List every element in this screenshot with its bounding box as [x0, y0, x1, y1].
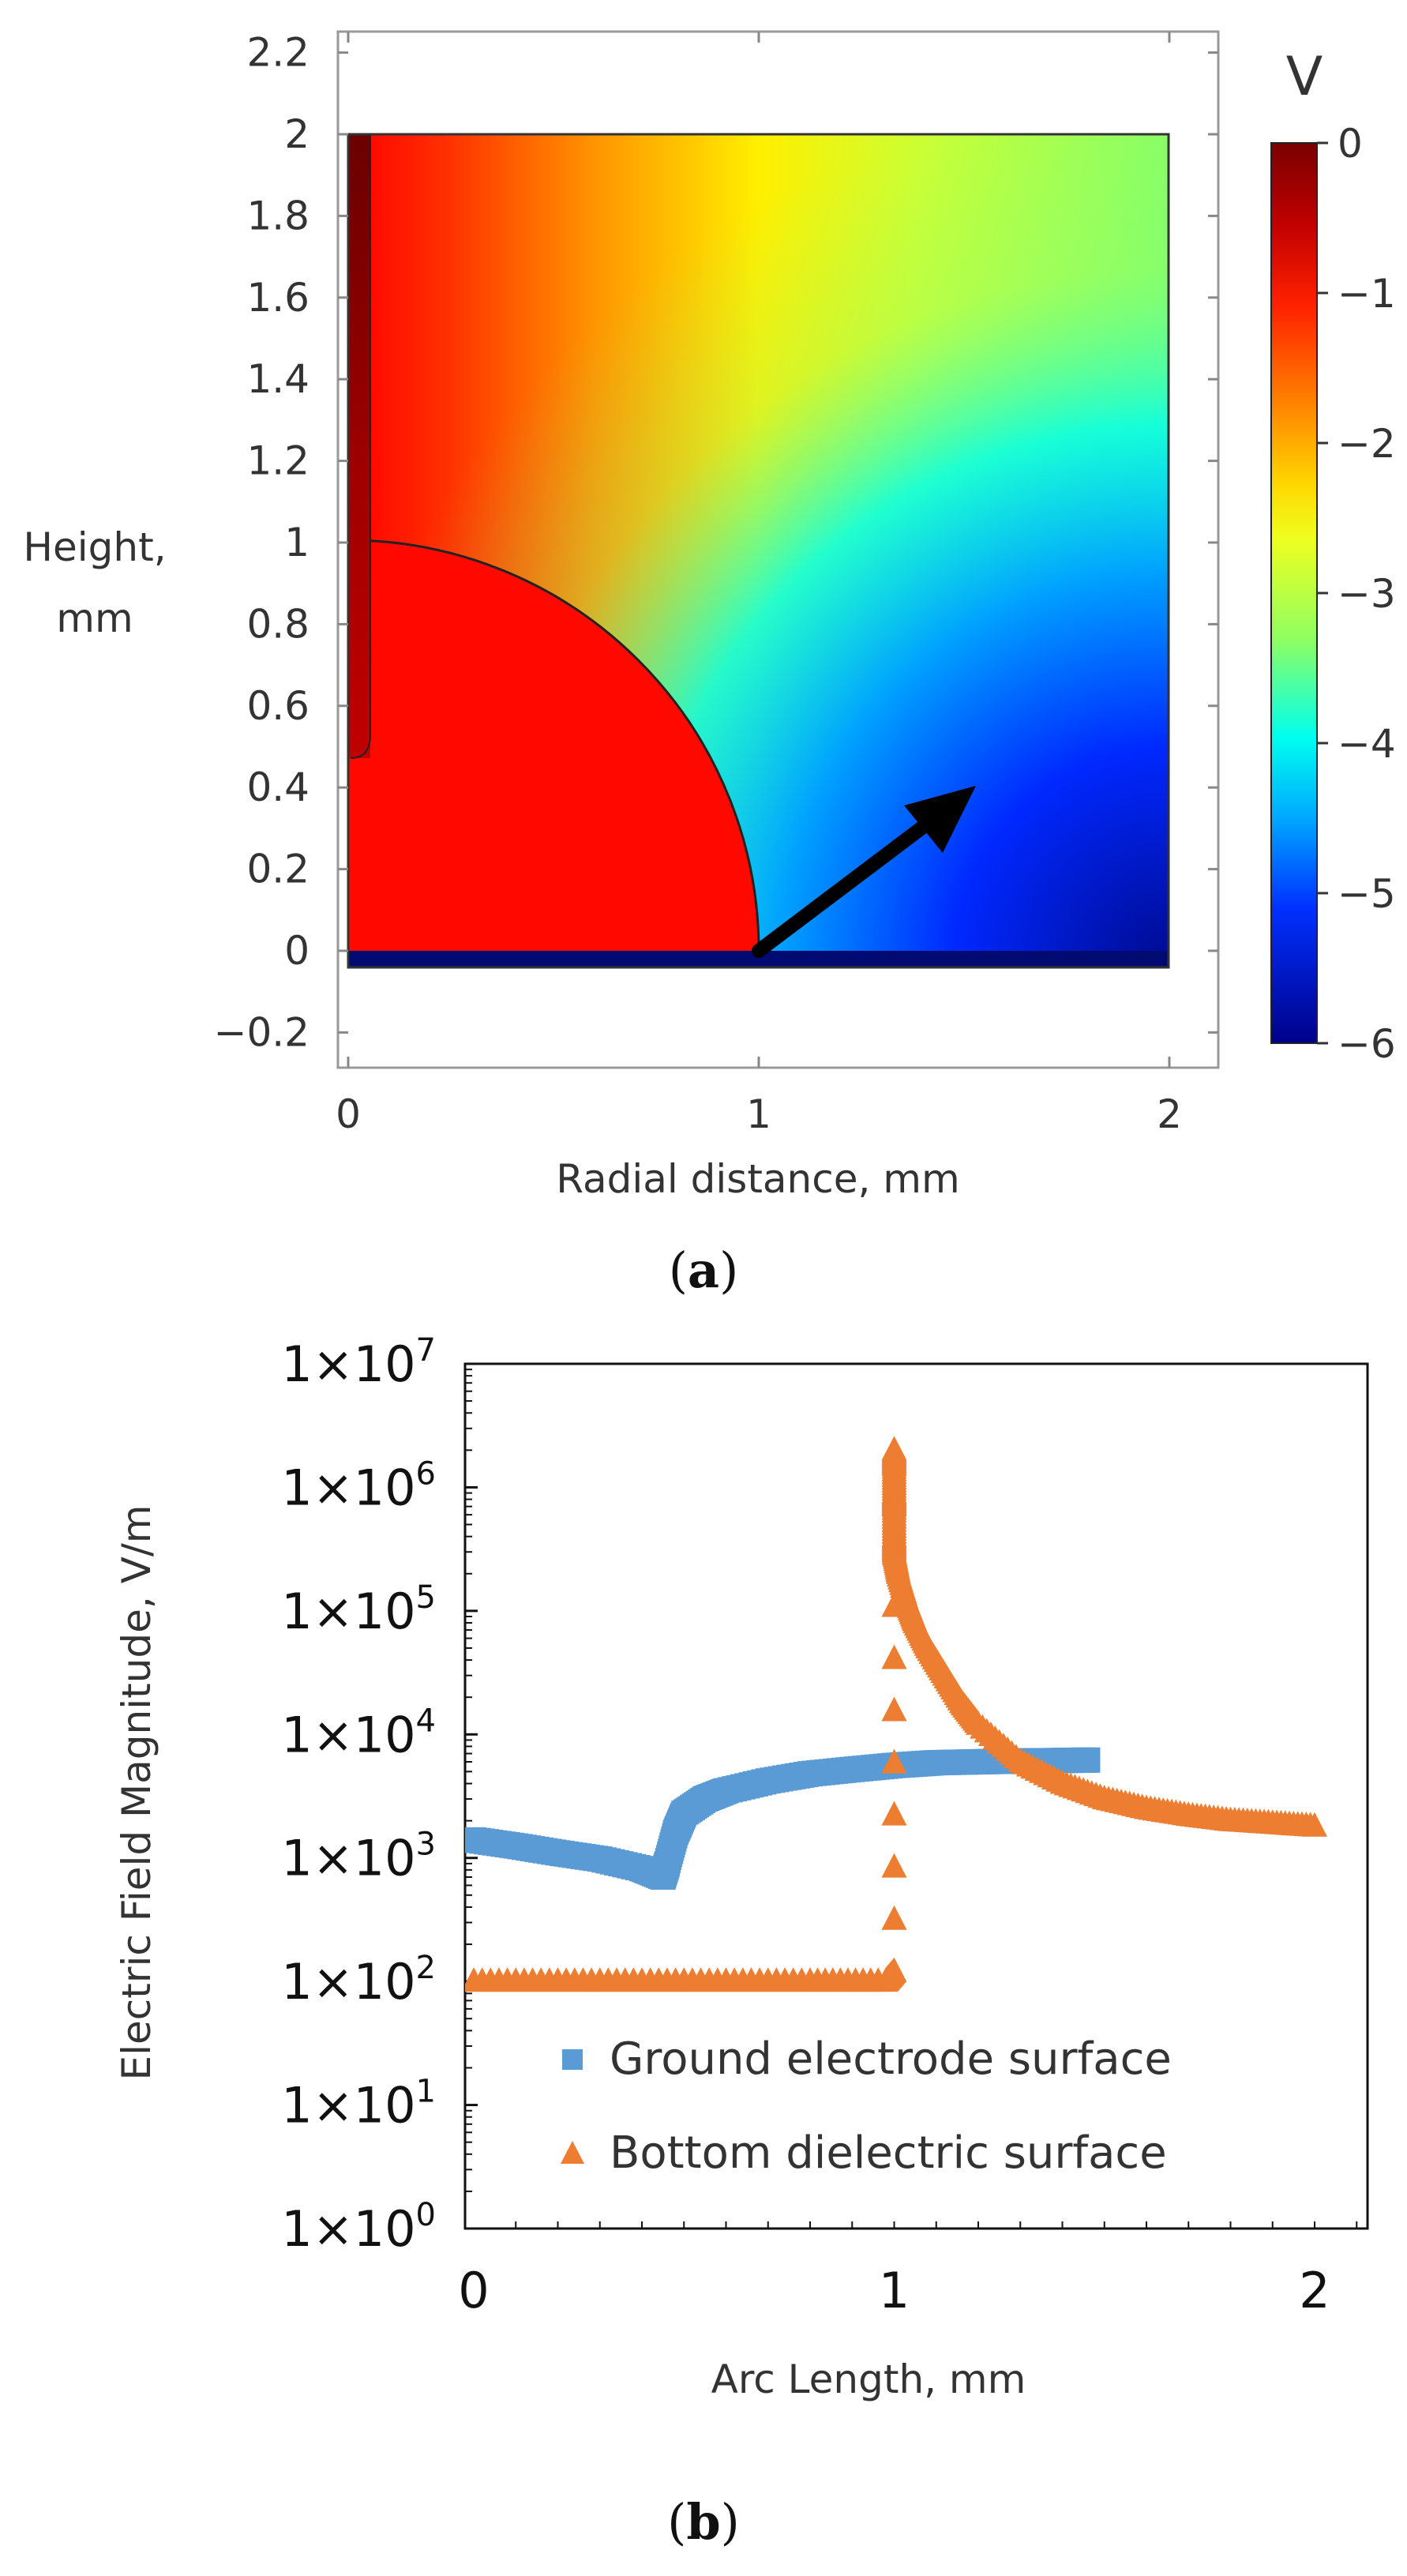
y-tick-label-b: 1×100 [281, 2197, 436, 2258]
y-tick-label-a: 0.2 [246, 847, 310, 892]
colorbar-tick-label: −1 [1338, 271, 1396, 317]
y-axis-b: 1×107 1×106 1×105 1×104 1×103 1×102 1×101 1×100 [281, 1332, 478, 2258]
colorbar-tick-label: −5 [1338, 871, 1396, 917]
y-tick-label-a: 0.6 [246, 683, 310, 729]
legend-label-bottom: Bottom dielectric surface [610, 2127, 1167, 2179]
caption-a: (a) [669, 1241, 739, 1299]
y-axis-a: 2.2 2 1.8 1.6 1.4 1.2 1 0.8 0.6 0.4 0.2 0 −0.2 [214, 30, 1218, 1055]
x-axis-b: 0 1 2 [458, 2262, 1330, 2319]
colorbar: V 0 −1 −2 −3 −4 −5 −6 [1270, 46, 1396, 1067]
y-tick-label-b: 1×104 [281, 1703, 436, 1763]
y-tick-label-a: 1.4 [246, 356, 310, 402]
legend-label-ground: Ground electrode surface [610, 2033, 1172, 2085]
y-tick-label-b: 1×101 [281, 2074, 436, 2135]
panel-b: 1×107 1×106 1×105 1×104 1×103 1×102 1×101 1×100… [114, 1332, 1369, 2551]
y-tick-label-b: 1×105 [281, 1579, 436, 1640]
electrode-stem [348, 134, 370, 758]
x-tick-label-b: 2 [1299, 2262, 1330, 2319]
y-tick-label-a: 2.2 [246, 30, 310, 76]
y-tick-label-a: 0 [284, 928, 310, 974]
y-tick-label-a: 0.4 [246, 764, 310, 810]
series-layer [465, 1436, 1327, 1992]
y-tick-label-b: 1×106 [281, 1455, 436, 1516]
colorbar-tick-label: −3 [1338, 571, 1396, 617]
x-axis-a: 0 1 2 [336, 32, 1182, 1137]
x-axis-label-a: Radial distance, mm [556, 1156, 959, 1202]
colorbar-unit: V [1286, 46, 1323, 108]
y-axis-label-b: Electric Field Magnitude, V/m [114, 1505, 159, 2081]
y-tick-label-a: 1 [284, 520, 310, 565]
y-tick-label-a: 1.6 [246, 275, 310, 321]
electrode-region [348, 540, 759, 951]
y-tick-label-a: 0.8 [246, 601, 310, 647]
x-tick-label-b: 1 [879, 2262, 910, 2319]
y-tick-label-a: 2 [284, 111, 310, 157]
plot-b-frame [463, 1362, 1369, 2230]
caption-b: (b) [667, 2493, 740, 2551]
x-axis-label-b: Arc Length, mm [711, 2356, 1026, 2402]
field-arrow [752, 786, 976, 958]
potential-heatmap [348, 134, 1169, 967]
data-point-fill [881, 1748, 907, 1774]
data-point-fill [881, 1644, 907, 1669]
colorbar-tick-label: −6 [1338, 1021, 1396, 1067]
data-point [1075, 1747, 1101, 1773]
x-tick-label-a: 2 [1157, 1091, 1182, 1137]
x-tick-label-a: 1 [746, 1091, 771, 1137]
colorbar-tick-label: −2 [1338, 421, 1396, 467]
y-tick-label-a: −0.2 [214, 1009, 310, 1055]
data-point-fill [881, 1905, 907, 1930]
y-axis-label-a-line2: mm [56, 595, 133, 641]
y-tick-label-b: 1×103 [281, 1827, 436, 1887]
y-axis-label-a-line1: Height, [23, 524, 166, 570]
x-tick-label-b: 0 [458, 2262, 489, 2319]
y-tick-label-b: 1×102 [281, 1950, 436, 2011]
data-point-fill [881, 1801, 907, 1826]
data-point [1302, 1812, 1327, 1837]
colorbar-tick-label: 0 [1338, 121, 1363, 167]
panel-a: 2.2 2 1.8 1.6 1.4 1.2 1 0.8 0.6 0.4 0.2 0 −0.2 0 1 2 R… [23, 30, 1395, 1299]
y-tick-label-a: 1.8 [246, 193, 310, 238]
data-point-fill [881, 1696, 907, 1722]
electrode-boundary [348, 539, 760, 952]
x-tick-label-a: 0 [336, 1091, 361, 1137]
legend-marker-ground [562, 2049, 583, 2070]
plot-a-frame [336, 30, 1220, 1069]
series-ground-electrode [465, 1747, 1101, 1890]
data-point [881, 1957, 907, 1982]
series-bottom-dielectric [465, 1436, 1327, 1992]
colorbar-tick-label: −4 [1338, 721, 1396, 767]
y-tick-label-b: 1×107 [281, 1332, 436, 1393]
y-tick-label-a: 1.2 [246, 438, 310, 484]
simulation-domain-outline [347, 133, 1170, 969]
legend: Ground electrode surface Bottom dielectr… [561, 2033, 1172, 2179]
dielectric-layer [348, 951, 1169, 967]
data-point-fill [881, 1853, 907, 1878]
legend-marker-bottom [561, 2141, 584, 2164]
